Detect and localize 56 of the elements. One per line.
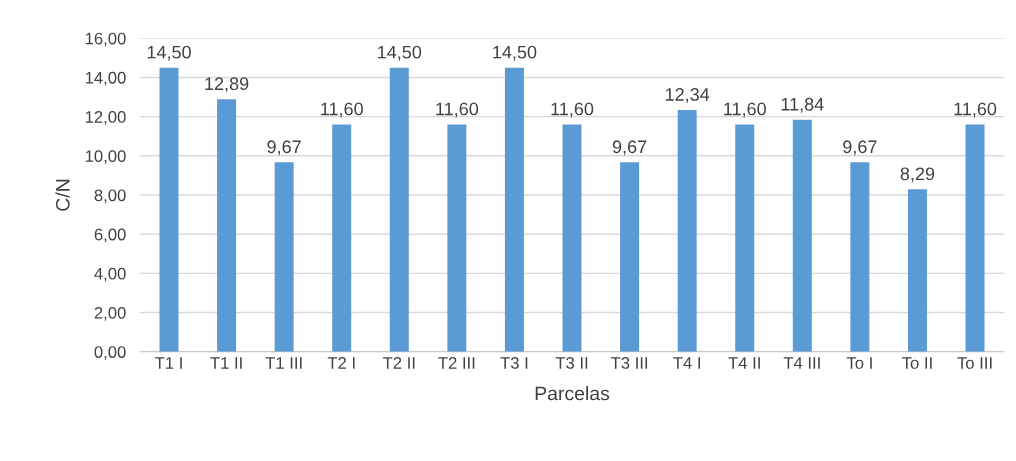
y-tick-label: 4,00: [94, 267, 126, 282]
y-axis-title: C/N: [55, 179, 70, 211]
bar: [907, 189, 927, 352]
x-tick-label: T4 I: [673, 357, 700, 369]
x-tick-label: T2 I: [327, 357, 355, 369]
x-tick-label: T3 II: [555, 357, 588, 369]
x-axis-title: Parcelas: [535, 386, 610, 401]
y-tick-label: 8,00: [94, 189, 126, 204]
y-tick-label: 6,00: [94, 228, 126, 243]
bar: [332, 124, 352, 352]
x-tick-label: T2 II: [382, 357, 415, 369]
bar: [792, 119, 812, 352]
data-label: 14,50: [378, 45, 422, 61]
data-label: 14,50: [147, 45, 191, 61]
x-tick-label: T3 I: [500, 357, 528, 369]
bar: [217, 99, 237, 352]
x-tick-label: T4 II: [728, 357, 760, 369]
data-label: 14,50: [493, 45, 537, 61]
bar: [677, 109, 697, 352]
bar: [159, 67, 179, 352]
y-tick-label: 14,00: [85, 71, 126, 86]
bar: [562, 124, 582, 352]
x-tick-label: T3 III: [610, 357, 648, 369]
bar: [850, 162, 870, 352]
y-tick-label: 10,00: [85, 150, 126, 164]
data-label: 12,34: [665, 88, 710, 103]
data-label: 11,60: [551, 102, 594, 118]
data-label: 9,67: [267, 140, 301, 156]
bar: [274, 162, 294, 352]
y-tick-label: 0,00: [94, 346, 126, 360]
x-tick-label: T1 II: [210, 357, 242, 369]
bar: [504, 67, 524, 352]
bar: [447, 124, 467, 352]
data-label: 12,89: [205, 77, 249, 93]
x-tick-label: T4 III: [783, 357, 820, 369]
data-label: 8,29: [900, 167, 935, 183]
y-tick-label: 16,00: [85, 32, 126, 47]
bar: [965, 124, 985, 352]
bar: [389, 67, 409, 352]
data-label: 11,60: [724, 102, 766, 118]
x-tick-label: To II: [902, 357, 932, 369]
y-tick-label: 12,00: [85, 111, 126, 125]
data-label: 11,60: [436, 102, 479, 118]
data-label: 9,67: [612, 140, 647, 156]
data-label: 9,67: [843, 140, 877, 156]
x-tick-label: To III: [957, 357, 992, 369]
x-tick-label: T2 III: [438, 357, 475, 369]
x-tick-label: T1 III: [265, 357, 302, 369]
x-tick-label: To I: [846, 357, 872, 369]
bar: [735, 124, 755, 352]
bar: [620, 162, 640, 352]
x-tick-label: T1 I: [155, 357, 182, 369]
y-tick-label: 2,00: [94, 306, 126, 321]
data-label: 11,60: [954, 102, 997, 118]
data-label: 11,60: [321, 102, 363, 118]
data-label: 11,84: [781, 97, 824, 113]
